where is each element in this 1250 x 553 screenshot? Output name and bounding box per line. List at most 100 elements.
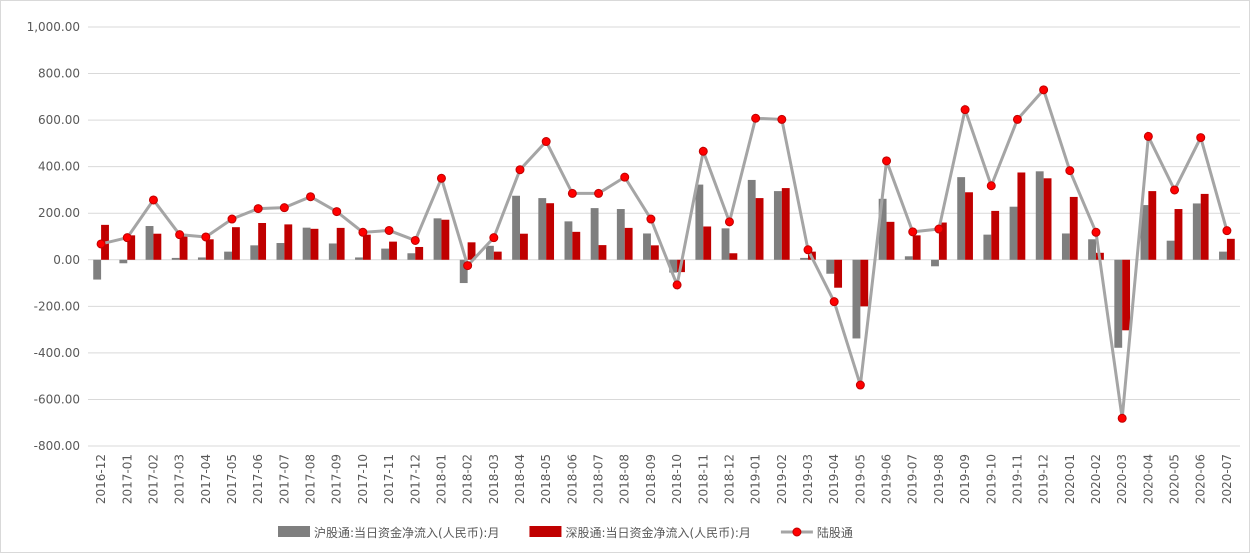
marker [777, 114, 787, 124]
bar [912, 235, 921, 260]
marker [1143, 131, 1153, 141]
bar [538, 198, 547, 260]
bar [205, 239, 214, 260]
line [100, 86, 1229, 419]
y-tick-label: 400.00 [38, 160, 80, 174]
x-tick-label: 2018-03 [487, 454, 501, 504]
bar [1140, 205, 1149, 260]
bar [467, 242, 476, 260]
marker [829, 297, 839, 307]
bar [755, 198, 764, 260]
bar [886, 221, 895, 260]
bar [624, 227, 633, 260]
bar [781, 188, 790, 260]
marker [201, 232, 211, 242]
x-tick-label: 2020-03 [1115, 454, 1129, 504]
x-tick-label: 2019-10 [984, 454, 998, 504]
marker [1196, 133, 1206, 143]
bar [1148, 191, 1157, 260]
bar [179, 236, 188, 260]
bar [931, 259, 939, 267]
marker [541, 137, 551, 147]
marker [279, 203, 289, 213]
bar [520, 233, 528, 260]
y-tick-label: -200.00 [34, 299, 80, 313]
marker [175, 230, 185, 240]
legend-label: 深股通:当日资金净流入(人民币):月 [565, 525, 750, 540]
x-tick-label: 2018-01 [434, 454, 448, 504]
bar [1035, 171, 1044, 260]
x-tick-label: 2018-05 [539, 454, 553, 504]
x-tick-label: 2018-08 [618, 454, 632, 504]
bar [276, 243, 285, 260]
x-tick-label: 2017-05 [225, 454, 239, 504]
x-tick-label: 2018-04 [513, 454, 527, 504]
bar [415, 246, 424, 260]
bar [860, 259, 869, 307]
bar [459, 259, 468, 284]
marker [567, 188, 577, 198]
x-tick-label: 2017-07 [277, 454, 291, 504]
bar [1017, 172, 1026, 260]
x-tick-label: 2017-08 [304, 454, 318, 504]
x-tick-label: 2019-05 [853, 454, 867, 504]
bar [1122, 259, 1131, 331]
x-tick-label: 2017-11 [382, 454, 396, 504]
marker [358, 227, 368, 237]
y-tick-label: 600.00 [38, 113, 80, 127]
x-tick-label: 2017-01 [120, 454, 134, 504]
bar [485, 245, 494, 260]
bar [381, 248, 390, 260]
bar [407, 253, 416, 260]
x-tick-label: 2020-01 [1063, 454, 1077, 504]
marker [646, 214, 656, 224]
bar [904, 256, 913, 260]
marker [384, 225, 394, 235]
bar [773, 191, 782, 260]
marker [96, 239, 106, 249]
legend-label: 陆股通 [817, 525, 853, 540]
bar [512, 195, 520, 260]
bar [826, 259, 835, 274]
bar [878, 198, 887, 260]
bar [1166, 240, 1175, 260]
bar [336, 227, 345, 260]
bar [171, 257, 180, 260]
x-tick-label: 2019-06 [880, 454, 894, 504]
bar [250, 245, 259, 260]
y-tick-label: 200.00 [38, 206, 80, 220]
y-tick-label: 0.00 [53, 253, 80, 267]
y-tick-label: -600.00 [34, 392, 80, 406]
marker [672, 280, 682, 290]
bar [703, 226, 712, 260]
bar [1061, 233, 1070, 260]
marker [122, 233, 132, 243]
bar [362, 234, 371, 260]
bar [695, 184, 704, 260]
bar [302, 227, 311, 260]
x-tick-label: 2017-06 [251, 454, 265, 504]
bar [127, 235, 136, 260]
bar [852, 259, 861, 339]
marker [489, 233, 499, 243]
legend-swatch [278, 526, 310, 537]
bar [93, 259, 102, 280]
marker [594, 188, 604, 198]
y-tick-label: 1,000.00 [27, 20, 80, 34]
bar [669, 259, 678, 273]
bar [119, 259, 128, 264]
marker [986, 181, 996, 191]
x-tick-label: 2020-02 [1089, 454, 1103, 504]
bar [650, 245, 659, 260]
x-tick-label: 2018-11 [696, 454, 710, 504]
x-tick-label: 2019-04 [827, 454, 841, 504]
bar [572, 231, 581, 260]
bar [197, 257, 206, 260]
bar [1043, 178, 1052, 260]
marker [882, 156, 892, 166]
marker [410, 235, 420, 245]
bar [721, 228, 730, 260]
bar [616, 209, 625, 260]
bar [493, 251, 502, 260]
